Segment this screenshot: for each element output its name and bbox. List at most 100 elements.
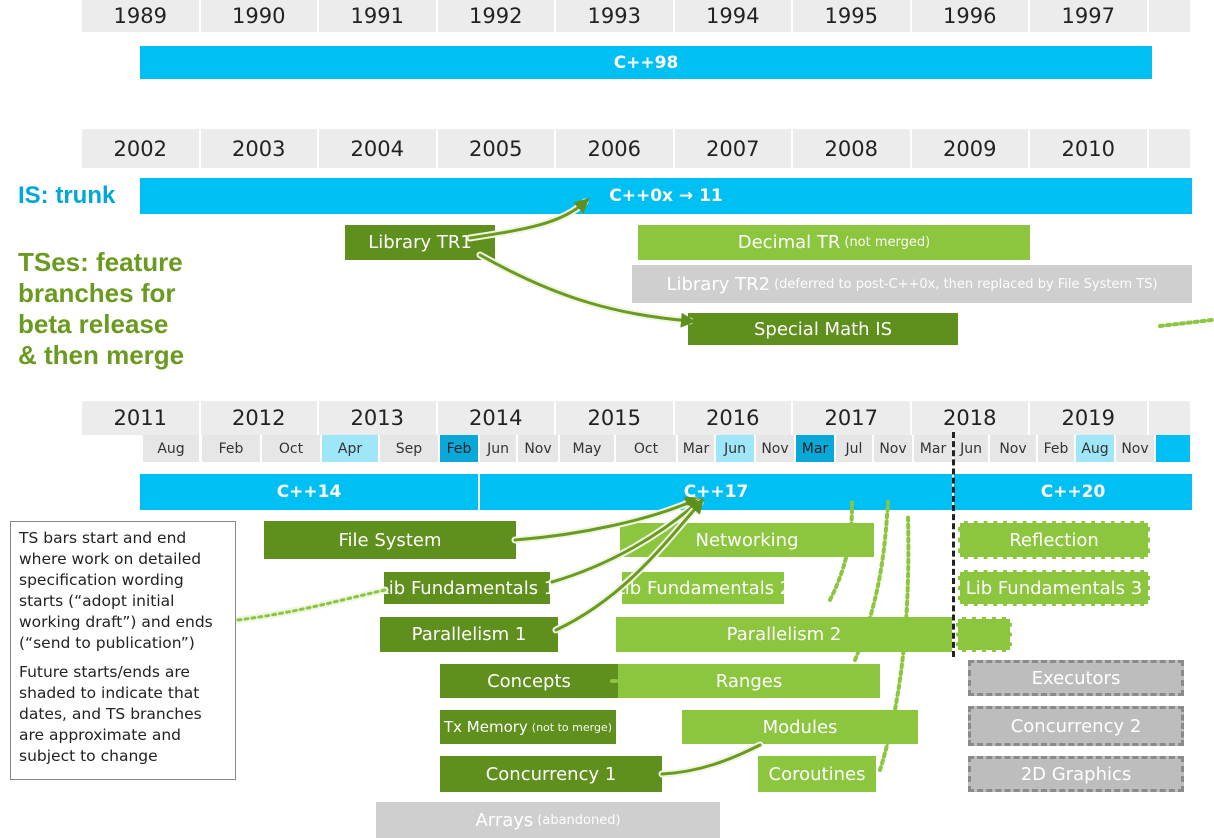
arrays-note: (abandoned) bbox=[537, 812, 621, 828]
ranges-bar: Ranges bbox=[618, 664, 880, 698]
concepts-bar: Concepts bbox=[440, 664, 618, 698]
month-cell: Jun bbox=[480, 435, 518, 462]
month-cell: Aug bbox=[1076, 435, 1116, 462]
year-cell: 1989 bbox=[82, 0, 201, 32]
month-cell: Sep bbox=[380, 435, 440, 462]
reflection-bar: Reflection bbox=[958, 521, 1150, 559]
lib-fundamentals-1-label: Lib Fundamentals 1 bbox=[378, 577, 556, 599]
year-cell: 2011 bbox=[82, 401, 201, 435]
tx-memory-label: Tx Memory bbox=[443, 718, 528, 736]
month-cell: Mar bbox=[678, 435, 716, 462]
arrays-label: Arrays bbox=[475, 809, 534, 831]
year-cell: 2006 bbox=[556, 129, 675, 168]
year-cell: 1991 bbox=[319, 0, 438, 32]
parallelism-1-label: Parallelism 1 bbox=[411, 624, 527, 645]
month-cell: Feb bbox=[440, 435, 480, 462]
modules-bar: Modules bbox=[682, 710, 918, 744]
year-cell: 1997 bbox=[1030, 0, 1149, 32]
library-tr1-label: Library TR1 bbox=[368, 232, 472, 253]
concurrency-1-bar: Concurrency 1 bbox=[440, 756, 662, 792]
year-cell: 1995 bbox=[793, 0, 912, 32]
year-cell: 2002 bbox=[82, 129, 201, 168]
year-cell: 2005 bbox=[437, 129, 556, 168]
lib-fundamentals-3-bar: Lib Fundamentals 3 bbox=[958, 570, 1150, 606]
file-system-bar: File System bbox=[264, 521, 516, 559]
2d-graphics-label: 2D Graphics bbox=[1020, 763, 1132, 785]
cpp20-bar: C++20 bbox=[954, 474, 1192, 510]
year-cell: 2007 bbox=[674, 129, 793, 168]
year-cell: 2018 bbox=[911, 401, 1030, 435]
arrow-note-to-libfund bbox=[234, 586, 389, 624]
year-cell-tail bbox=[1148, 0, 1192, 32]
year-cell: 1990 bbox=[200, 0, 319, 32]
parallelism-2-bar: Parallelism 2 bbox=[616, 617, 952, 652]
concurrency-2-bar: Concurrency 2 bbox=[968, 706, 1184, 746]
year-cell: 2010 bbox=[1030, 129, 1149, 168]
lib-fundamentals-2-bar: Lib Fundamentals 2 bbox=[615, 570, 791, 606]
ts-branches-label: TSes: feature branches for beta release … bbox=[18, 247, 184, 371]
year-cell: 2013 bbox=[319, 401, 438, 435]
lib-fundamentals-2-label: Lib Fundamentals 2 bbox=[614, 577, 792, 599]
cpp98-bar: C++98 bbox=[140, 46, 1152, 79]
month-cell: Oct bbox=[262, 435, 322, 462]
month-cell: Apr bbox=[322, 435, 380, 462]
decimal-tr-bar: Decimal TR (not merged) bbox=[638, 225, 1030, 260]
special-math-bar: Special Math IS bbox=[688, 313, 958, 345]
note-paragraph-2: Future starts/ends are shaded to indicat… bbox=[19, 663, 202, 765]
month-cell: Jul bbox=[836, 435, 874, 462]
lib-fundamentals-1-bar: Lib Fundamentals 1 bbox=[378, 570, 556, 606]
month-cell: Jun bbox=[716, 435, 756, 462]
concurrency-1-label: Concurrency 1 bbox=[485, 763, 617, 785]
month-cell: Jun bbox=[954, 435, 990, 462]
month-cell: Aug bbox=[143, 435, 201, 462]
library-tr2-note: (deferred to post-C++0x, then replaced b… bbox=[774, 276, 1158, 292]
library-tr2-bar: Library TR2 (deferred to post-C++0x, the… bbox=[632, 265, 1192, 303]
executors-bar: Executors bbox=[968, 660, 1184, 696]
year-cell: 1994 bbox=[674, 0, 793, 32]
decimal-tr-label: Decimal TR bbox=[737, 232, 841, 253]
arrow-concurrency1-right bbox=[658, 741, 764, 778]
library-tr1-bar: Library TR1 bbox=[345, 225, 495, 260]
reflection-label: Reflection bbox=[1009, 529, 1099, 551]
year-cell: 1993 bbox=[556, 0, 675, 32]
month-cell: Mar bbox=[914, 435, 954, 462]
ts-label-line: & then merge bbox=[18, 340, 185, 370]
tx-memory-bar: Tx Memory (not to merge) bbox=[440, 710, 616, 744]
networking-label: Networking bbox=[695, 529, 799, 551]
year-cell: 2009 bbox=[911, 129, 1030, 168]
ts-label-line: beta release bbox=[18, 309, 169, 339]
coroutines-bar: Coroutines bbox=[758, 756, 876, 792]
year-cell: 1992 bbox=[437, 0, 556, 32]
year-cell-tail bbox=[1148, 129, 1192, 168]
year-cell: 2014 bbox=[437, 401, 556, 435]
library-tr2-label: Library TR2 bbox=[666, 273, 771, 295]
is-trunk-label: IS: trunk bbox=[18, 182, 116, 209]
month-cell: Oct bbox=[616, 435, 678, 462]
special-math-label: Special Math IS bbox=[753, 318, 893, 340]
tx-memory-note: (not to merge) bbox=[531, 720, 612, 734]
2d-graphics-bar: 2D Graphics bbox=[968, 756, 1184, 792]
year-cell: 2015 bbox=[556, 401, 675, 435]
executors-label: Executors bbox=[1031, 667, 1121, 689]
cpp14-bar: C++14 bbox=[140, 474, 478, 510]
year-cell: 2012 bbox=[200, 401, 319, 435]
month-cell bbox=[1156, 435, 1192, 462]
concepts-label: Concepts bbox=[487, 670, 571, 692]
cpp0x-bar: C++0x → 11 bbox=[140, 178, 1192, 214]
month-cell: Nov bbox=[756, 435, 796, 462]
ts-label-line: branches for bbox=[18, 278, 176, 308]
concurrency-2-label: Concurrency 2 bbox=[1010, 715, 1142, 737]
month-cell: Nov bbox=[874, 435, 914, 462]
year-cell-tail bbox=[1148, 401, 1192, 435]
parallelism-2-label: Parallelism 2 bbox=[726, 624, 842, 645]
explanation-note: TS bars start and end where work on deta… bbox=[10, 521, 236, 780]
arrow-right-continue bbox=[1158, 318, 1214, 328]
year-cell: 1996 bbox=[911, 0, 1030, 32]
cpp20-divider bbox=[952, 432, 955, 657]
note-paragraph-1: TS bars start and end where work on deta… bbox=[19, 529, 213, 652]
year-cell: 2004 bbox=[319, 129, 438, 168]
networking-bar: Networking bbox=[618, 521, 876, 559]
modules-label: Modules bbox=[762, 716, 838, 738]
lib-fundamentals-3-label: Lib Fundamentals 3 bbox=[965, 577, 1143, 599]
year-cell: 2008 bbox=[793, 129, 912, 168]
